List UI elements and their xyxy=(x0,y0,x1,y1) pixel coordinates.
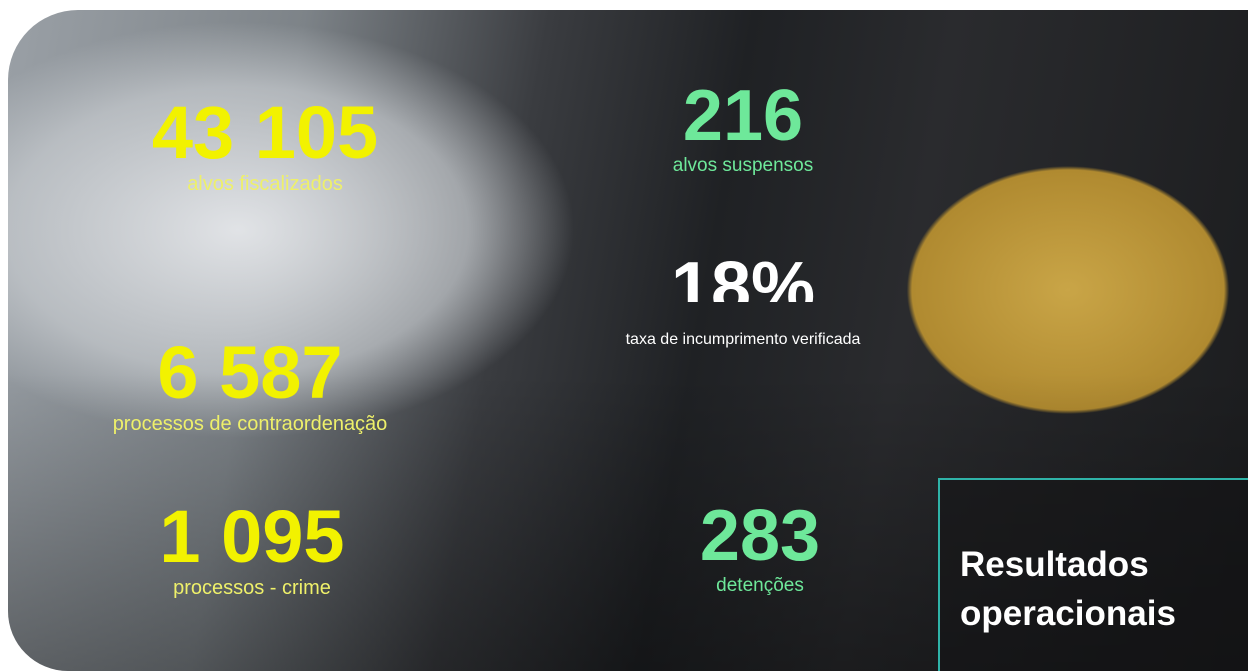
title-panel: Resultados operacionais xyxy=(938,478,1248,671)
stat-value: 283 xyxy=(630,500,890,572)
stat: 1 095 processos - crime xyxy=(102,500,402,603)
stat-label: detenções xyxy=(630,572,890,600)
page: 43 105 alvos fiscalizados 216 alvos susp… xyxy=(0,0,1248,671)
stat-label: processos - crime xyxy=(102,574,402,603)
stat-label: alvos fiscalizados xyxy=(120,170,410,199)
stat-value: 43 105 xyxy=(120,96,410,170)
stat-value: 6 587 xyxy=(70,336,430,410)
stat-label: processos de contraordenação xyxy=(70,410,430,439)
stat-value: 1 095 xyxy=(102,500,402,574)
stat-label: alvos suspensos xyxy=(593,152,893,180)
stat: 6 587 processos de contraordenação xyxy=(70,336,430,439)
panel-title: Resultados operacionais xyxy=(960,540,1230,638)
stat: 18% taxa de incumprimento verificada xyxy=(613,252,873,351)
stat: 43 105 alvos fiscalizados xyxy=(120,96,410,199)
stat-value: 18% xyxy=(613,252,873,302)
stat: 216 alvos suspensos xyxy=(593,80,893,180)
stat: 283 detenções xyxy=(630,500,890,600)
stat-value: 216 xyxy=(593,80,893,152)
stat-label: taxa de incumprimento verificada xyxy=(623,328,863,351)
